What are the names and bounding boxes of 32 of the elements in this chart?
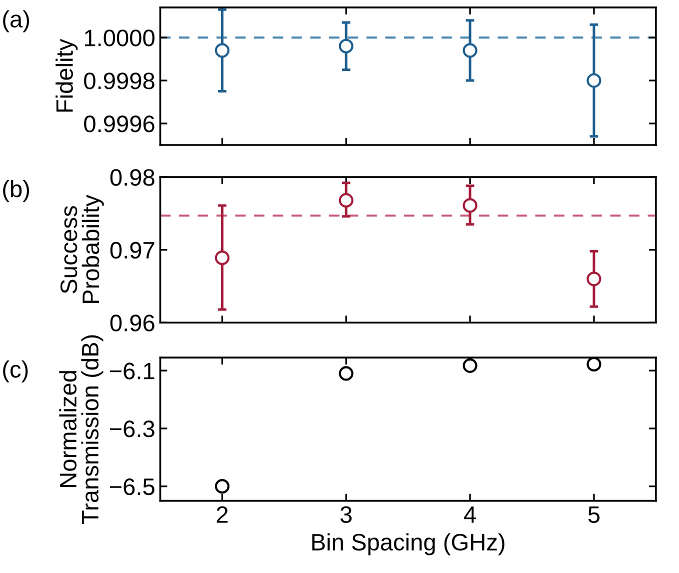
y-tick-label: −6.1 <box>110 362 154 380</box>
y-tick-label: 1.0000 <box>84 30 154 46</box>
y-axis-title: Fidelity <box>56 38 78 112</box>
x-axis-title: Bin Spacing (GHz) <box>312 533 504 556</box>
point <box>214 479 230 494</box>
x-tick-label: 2 <box>216 506 228 523</box>
point <box>586 272 602 286</box>
y-tick-label: 0.96 <box>110 314 154 332</box>
x-tick-label: 4 <box>464 506 476 523</box>
point <box>462 43 478 58</box>
x-tick-label: 5 <box>588 506 600 524</box>
text: (a) <box>3 10 30 32</box>
y-tick-label: 0.97 <box>110 242 154 259</box>
text: (b) <box>3 180 30 202</box>
point <box>586 358 602 372</box>
y-tick-label: 0.98 <box>110 169 154 186</box>
point <box>462 358 478 373</box>
point <box>586 73 602 88</box>
point <box>214 250 230 266</box>
y-tick-label: 0.9998 <box>84 72 154 90</box>
point <box>462 198 478 213</box>
point <box>338 193 354 208</box>
y-axis-title: Success Probability <box>60 194 104 304</box>
text: (c) <box>3 360 28 382</box>
y-tick-label: −6.3 <box>110 420 154 438</box>
y-tick-label: 0.9996 <box>84 116 154 132</box>
y-axis-title: Normalized Transmission (dB) <box>59 335 104 524</box>
y-tick-label: −6.5 <box>110 478 154 496</box>
point <box>338 366 354 381</box>
point <box>338 38 354 54</box>
point <box>214 43 230 58</box>
x-tick-label: 3 <box>340 506 352 524</box>
